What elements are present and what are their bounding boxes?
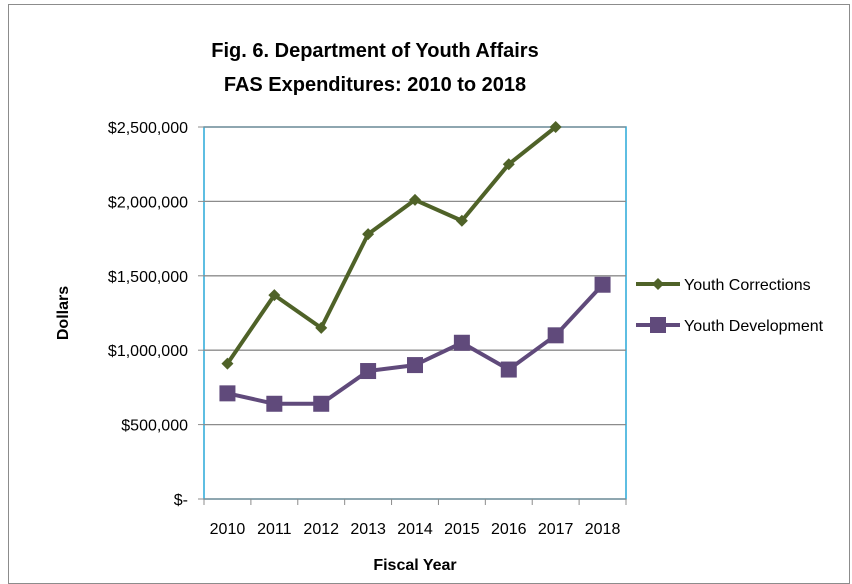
data-point-square	[650, 317, 666, 333]
x-tick-label: 2014	[397, 521, 433, 538]
data-point-square	[547, 327, 564, 344]
x-tick-label: 2012	[303, 521, 339, 538]
legend-entry: Youth Corrections	[636, 277, 811, 294]
x-axis-ticks: 2010 2011 2012 2013 2014 2015 2016 2017 2018	[203, 499, 627, 538]
data-point-diamond	[268, 289, 281, 302]
data-point-diamond	[455, 214, 468, 227]
data-point-square	[219, 385, 236, 402]
data-point-diamond	[549, 121, 562, 133]
series-1	[219, 276, 611, 412]
legend-label: Youth Corrections	[684, 277, 811, 294]
series-0	[221, 121, 562, 370]
y-tick-label: $500,000	[121, 418, 188, 435]
data-point-square	[594, 276, 611, 293]
data-point-diamond	[409, 193, 421, 206]
legend-label: Youth Development	[684, 318, 824, 335]
data-point-diamond	[221, 357, 234, 370]
y-tick-label: $1,000,000	[108, 343, 188, 360]
x-tick-label: 2015	[444, 521, 480, 538]
gridlines	[204, 126, 626, 426]
series-line	[225, 125, 557, 365]
x-tick-label: 2018	[585, 521, 621, 538]
data-point-square	[500, 361, 517, 378]
y-tick-label: $-	[174, 492, 188, 509]
series-group	[219, 121, 611, 412]
data-point-diamond	[652, 278, 664, 290]
plot-area	[203, 126, 627, 500]
data-point-square	[360, 363, 377, 380]
y-axis-ticks: $2,500,000 $2,000,000 $1,500,000 $1,000,000…	[108, 120, 204, 509]
data-point-square	[313, 395, 330, 412]
data-point-square	[266, 395, 283, 412]
x-tick-label: 2017	[538, 521, 574, 538]
chart-title-line2: FAS Expenditures: 2010 to 2018	[223, 74, 527, 96]
data-point-square	[453, 334, 470, 351]
y-tick-label: $2,000,000	[108, 194, 188, 211]
x-tick-label: 2011	[257, 521, 292, 538]
data-point-diamond	[362, 228, 375, 241]
data-point-diamond	[315, 321, 328, 334]
x-axis-title: Fiscal Year	[373, 557, 456, 574]
y-tick-label: $2,500,000	[108, 120, 188, 137]
x-tick-label: 2016	[491, 521, 527, 538]
y-tick-label: $1,500,000	[108, 269, 188, 286]
legend-entry: Youth Development	[636, 317, 824, 335]
data-point-square	[407, 357, 423, 374]
x-tick-label: 2010	[210, 521, 246, 538]
x-tick-label: 2013	[350, 521, 386, 538]
y-axis-title: Dollars	[55, 286, 72, 340]
chart-frame	[8, 4, 850, 584]
data-point-diamond	[502, 158, 515, 171]
chart-title-line1: Fig. 6. Department of Youth Affairs	[211, 40, 539, 62]
legend: Youth Corrections Youth Development	[636, 277, 824, 335]
